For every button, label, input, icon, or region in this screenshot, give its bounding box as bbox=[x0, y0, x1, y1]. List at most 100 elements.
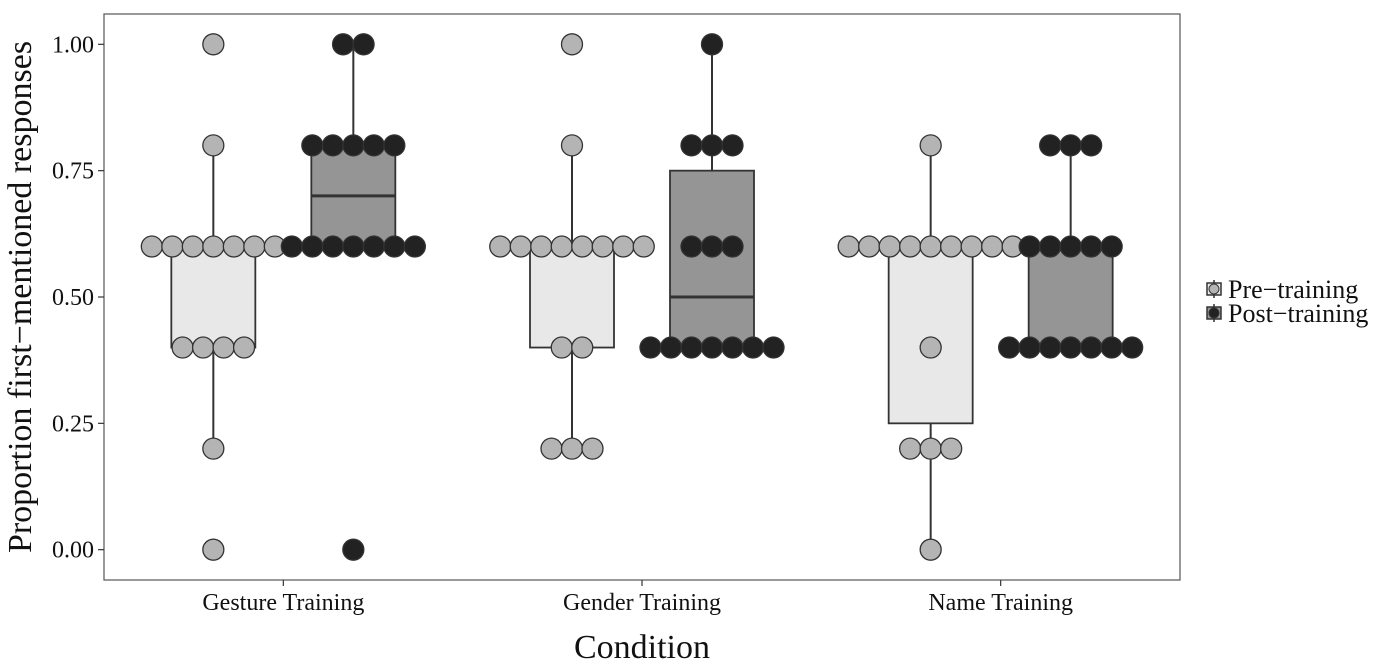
data-point bbox=[181, 235, 204, 258]
data-point bbox=[202, 134, 225, 157]
data-point bbox=[919, 134, 942, 157]
y-axis-title: Proportion first−mentioned responses bbox=[2, 41, 39, 553]
data-point bbox=[680, 336, 703, 359]
box bbox=[887, 245, 974, 425]
data-point bbox=[243, 235, 266, 258]
data-point bbox=[489, 235, 512, 258]
data-point bbox=[362, 134, 385, 157]
data-point bbox=[560, 33, 584, 56]
data-point bbox=[659, 336, 683, 359]
data-point bbox=[899, 437, 922, 460]
y-tick-label: 0.00 bbox=[52, 538, 94, 564]
data-point bbox=[1059, 235, 1082, 258]
data-point bbox=[858, 235, 881, 258]
legend-label: Post−training bbox=[1228, 299, 1368, 328]
data-point bbox=[899, 235, 922, 258]
points-layer bbox=[140, 33, 1144, 561]
data-point bbox=[540, 437, 563, 460]
data-point bbox=[1018, 235, 1041, 258]
data-point bbox=[140, 235, 163, 258]
data-point bbox=[721, 336, 744, 359]
y-axis: 0.00 0.25 0.50 0.75 1.00 bbox=[52, 32, 104, 564]
data-point bbox=[550, 336, 573, 359]
data-point bbox=[1018, 336, 1041, 359]
data-point bbox=[202, 538, 225, 561]
data-point bbox=[202, 235, 225, 258]
data-point bbox=[721, 134, 744, 157]
data-point bbox=[560, 134, 584, 157]
data-point bbox=[741, 336, 765, 359]
data-point bbox=[550, 235, 573, 258]
data-point bbox=[383, 235, 406, 258]
data-point bbox=[1080, 235, 1103, 258]
data-point bbox=[202, 33, 225, 56]
data-point bbox=[919, 437, 942, 460]
x-tick-label: Name Training bbox=[928, 590, 1073, 616]
box bbox=[170, 245, 257, 349]
plot-background bbox=[103, 13, 1181, 581]
y-tick-label: 0.75 bbox=[52, 159, 94, 185]
data-point bbox=[1039, 134, 1062, 157]
data-point bbox=[1039, 336, 1062, 359]
data-point bbox=[680, 134, 703, 157]
data-point bbox=[403, 235, 426, 258]
data-point bbox=[171, 336, 194, 359]
data-point bbox=[191, 336, 215, 359]
data-point bbox=[1080, 336, 1103, 359]
data-point bbox=[940, 235, 963, 258]
data-point bbox=[222, 235, 245, 258]
data-point bbox=[161, 235, 184, 258]
data-point bbox=[919, 336, 942, 359]
data-point bbox=[837, 235, 860, 258]
data-point bbox=[680, 235, 703, 258]
data-point bbox=[762, 336, 785, 359]
data-point bbox=[342, 235, 365, 258]
data-point bbox=[331, 33, 355, 56]
data-point bbox=[560, 437, 584, 460]
data-point bbox=[202, 437, 225, 460]
data-point bbox=[1059, 336, 1082, 359]
legend-dot bbox=[1208, 307, 1220, 319]
data-point bbox=[581, 437, 604, 460]
data-point bbox=[1059, 134, 1082, 157]
data-point bbox=[632, 235, 655, 258]
data-point bbox=[998, 336, 1021, 359]
data-point bbox=[1080, 134, 1103, 157]
data-point bbox=[212, 336, 235, 359]
data-point bbox=[530, 235, 553, 258]
data-point bbox=[981, 235, 1004, 258]
legend-label: Pre−training bbox=[1228, 275, 1358, 304]
data-point bbox=[919, 235, 942, 258]
data-point bbox=[342, 134, 365, 157]
data-point bbox=[919, 538, 942, 561]
data-point bbox=[342, 538, 365, 561]
data-point bbox=[321, 235, 344, 258]
data-point bbox=[362, 235, 385, 258]
data-point bbox=[301, 134, 324, 157]
data-point bbox=[571, 235, 594, 258]
data-point bbox=[321, 134, 344, 157]
data-point bbox=[700, 33, 724, 56]
data-point bbox=[591, 235, 614, 258]
data-point bbox=[960, 235, 983, 258]
y-tick-label: 0.25 bbox=[52, 411, 94, 437]
data-point bbox=[700, 336, 724, 359]
x-axis: Gesture Training Gender Training Name Trai… bbox=[202, 580, 1073, 616]
data-point bbox=[301, 235, 324, 258]
box bbox=[1027, 245, 1114, 349]
data-point bbox=[612, 235, 635, 258]
box bbox=[669, 169, 755, 349]
data-point bbox=[571, 336, 594, 359]
x-tick-label: Gender Training bbox=[563, 590, 721, 616]
data-point bbox=[280, 235, 303, 258]
data-point bbox=[383, 134, 406, 157]
data-point bbox=[509, 235, 532, 258]
legend-dot bbox=[1208, 283, 1220, 295]
data-point bbox=[1100, 235, 1123, 258]
data-point bbox=[1039, 235, 1062, 258]
data-point bbox=[639, 336, 662, 359]
data-point bbox=[1100, 336, 1123, 359]
